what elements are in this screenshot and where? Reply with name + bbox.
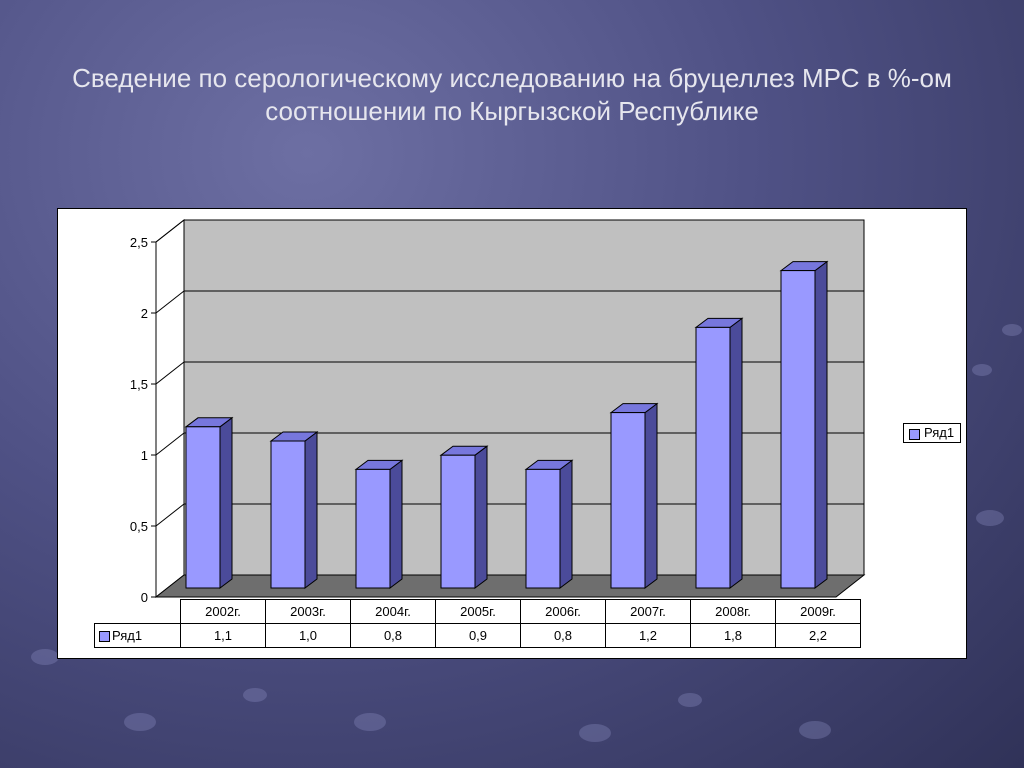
y-tick-label: 0 <box>141 590 148 605</box>
data-label: 1,1 <box>180 623 266 648</box>
data-label: 0,9 <box>435 623 521 648</box>
data-table-header-row: 2002г. 2003г. 2004г. 2005г. 2006г. 2007г. 2008… <box>94 599 861 624</box>
data-table-row: Ряд1 1,1 1,0 0,8 0,9 0,8 1,2 1,8 2,2 <box>94 623 861 648</box>
bar <box>610 412 646 589</box>
legend-swatch <box>909 429 920 440</box>
legend: Ряд1 <box>903 423 961 443</box>
bar-side <box>474 445 488 589</box>
gridline-side <box>155 290 185 314</box>
x-tick-label: 2003г. <box>265 599 351 624</box>
x-tick-label: 2008г. <box>690 599 776 624</box>
bar-side <box>304 431 318 589</box>
y-tick-label: 2 <box>141 306 148 321</box>
bar-side <box>644 402 658 589</box>
x-tick-label: 2004г. <box>350 599 436 624</box>
chart-container: 0 0,5 1 1,5 2 2,5 Ряд1 2002г. 2003г. 2004г. 2005… <box>57 208 967 659</box>
x-tick-label: 2007г. <box>605 599 691 624</box>
x-tick-label: 2002г. <box>180 599 266 624</box>
y-tick-label: 1,5 <box>130 377 148 392</box>
data-label: 0,8 <box>350 623 436 648</box>
bar <box>185 426 221 589</box>
bar-side <box>559 459 573 589</box>
y-tick-label: 1 <box>141 448 148 463</box>
data-label: 1,2 <box>605 623 691 648</box>
x-tick-label: 2006г. <box>520 599 606 624</box>
gridline-side <box>155 361 185 385</box>
bar <box>270 440 306 589</box>
slide-title: Сведение по серологическому исследованию… <box>72 63 952 126</box>
x-tick-label: 2005г. <box>435 599 521 624</box>
bar <box>440 454 476 589</box>
bar-side <box>729 317 743 589</box>
data-label: 0,8 <box>520 623 606 648</box>
bar-side <box>814 260 828 589</box>
chart-floor <box>154 574 866 598</box>
bar-side <box>389 459 403 589</box>
data-label: 2,2 <box>775 623 861 648</box>
bar <box>355 468 391 589</box>
bar-chart: 0 0,5 1 1,5 2 2,5 <box>130 218 866 605</box>
x-tick-label: 2009г. <box>775 599 861 624</box>
y-tick-label: 2,5 <box>130 235 148 250</box>
data-table: 2002г. 2003г. 2004г. 2005г. 2006г. 2007г. 2008… <box>94 599 861 648</box>
data-table-corner <box>94 599 181 624</box>
data-label: 1,8 <box>690 623 776 648</box>
data-label: 1,0 <box>265 623 351 648</box>
gridline-side <box>155 219 185 243</box>
chart-side-wall <box>155 218 185 599</box>
data-table-series-name: Ряд1 <box>112 628 143 643</box>
bar-side <box>219 416 233 589</box>
bar <box>780 270 816 589</box>
legend-label: Ряд1 <box>924 425 955 440</box>
data-table-row-label: Ряд1 <box>94 623 181 648</box>
bar <box>525 468 561 589</box>
data-table-swatch <box>99 631 110 642</box>
gridline-side <box>155 503 185 527</box>
gridline-side <box>155 432 185 456</box>
bar <box>695 326 731 589</box>
y-tick-label: 0,5 <box>130 519 148 534</box>
